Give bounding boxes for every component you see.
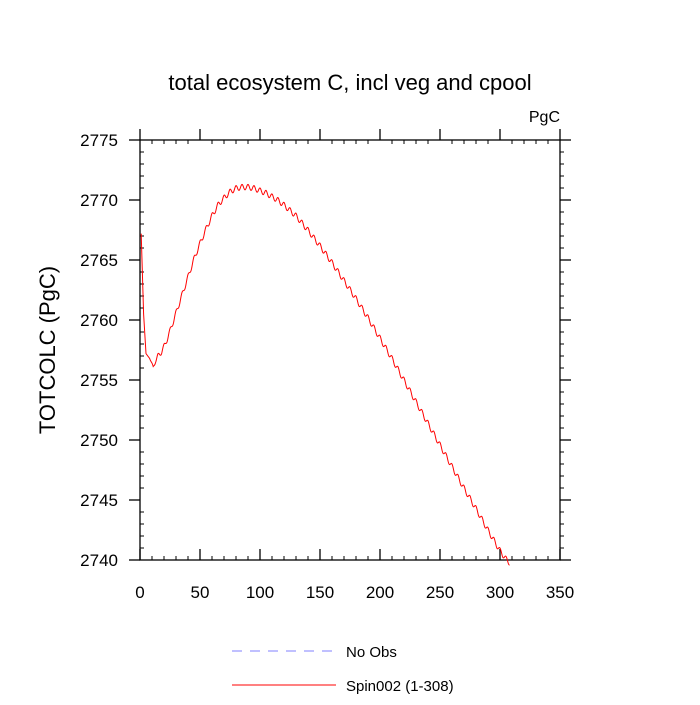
series-line-spin002 xyxy=(140,183,510,566)
y-tick-label: 2765 xyxy=(80,251,118,270)
y-axis-label: TOTCOLC (PgC) xyxy=(35,266,60,434)
series-layer xyxy=(140,183,510,566)
y-tick-label: 2750 xyxy=(80,431,118,450)
legend-label-spin002: Spin002 (1-308) xyxy=(346,678,454,695)
x-tick-label: 350 xyxy=(546,583,574,602)
y-tick-label: 2745 xyxy=(80,491,118,510)
x-tick-label: 50 xyxy=(191,583,210,602)
y-tick-label: 2770 xyxy=(80,191,118,210)
chart-title: total ecosystem C, incl veg and cpool xyxy=(168,70,531,95)
plot-frame xyxy=(139,139,561,561)
y-tick-label: 2755 xyxy=(80,371,118,390)
units-label: PgC xyxy=(529,109,560,126)
x-tick-label: 150 xyxy=(306,583,334,602)
y-tick-label: 2740 xyxy=(80,551,118,570)
x-tick-label: 200 xyxy=(366,583,394,602)
x-tick-label: 250 xyxy=(426,583,454,602)
minor-ticks xyxy=(140,140,564,560)
x-tick-label: 0 xyxy=(135,583,144,602)
legend-label-no-obs: No Obs xyxy=(346,644,397,661)
x-tick-label: 100 xyxy=(246,583,274,602)
major-ticks xyxy=(129,129,571,561)
tick-labels: 0 50 100 150 200 250 300 350 2740 2745 2750 2755 276… xyxy=(80,131,574,602)
y-tick-label: 2775 xyxy=(80,131,118,150)
x-tick-label: 300 xyxy=(486,583,514,602)
y-tick-label: 2760 xyxy=(80,311,118,330)
legend: No Obs Spin002 (1-308) xyxy=(232,644,454,695)
